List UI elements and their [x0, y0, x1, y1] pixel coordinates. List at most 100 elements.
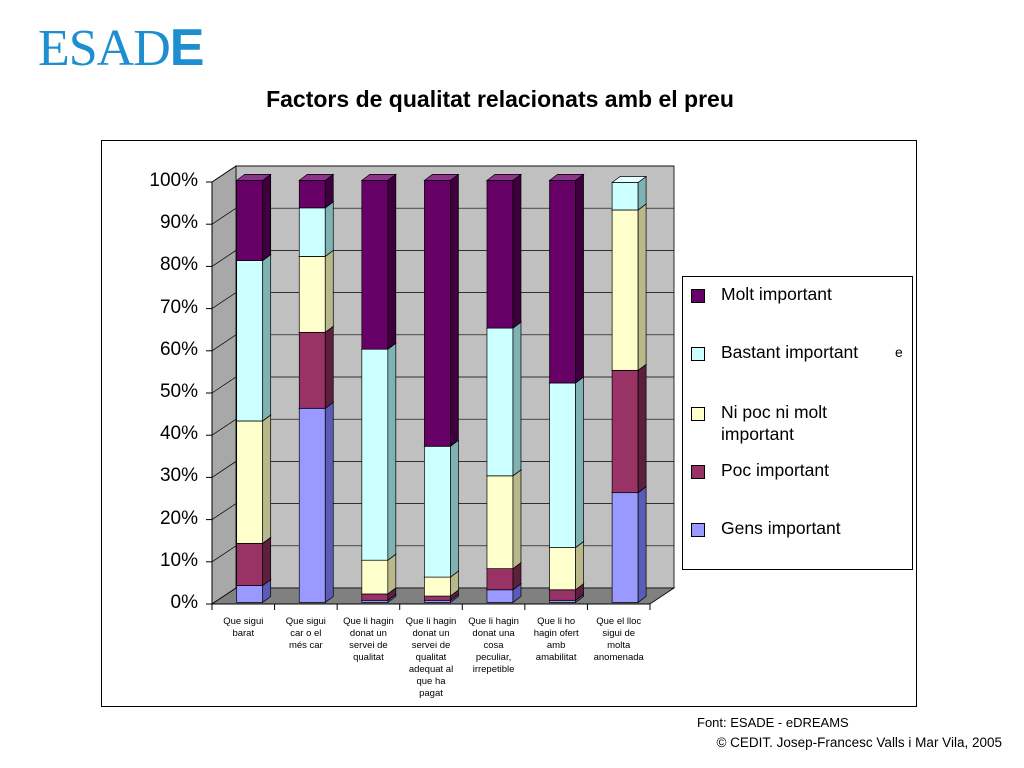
bar-segment	[486, 568, 514, 591]
x-tick-label-line: Que sigui	[223, 616, 264, 627]
bar-segment-side	[512, 173, 522, 329]
bar-segment-side	[262, 414, 272, 545]
gridline	[211, 292, 674, 309]
bar-segment-side	[637, 203, 647, 371]
copyright-note: © CEDIT. Josep-Francesc Valls i Mar Vila…	[716, 735, 1002, 750]
bar-segment	[236, 542, 264, 586]
legend-swatch	[691, 347, 705, 361]
bar-segment	[298, 331, 326, 409]
bar-segment	[486, 589, 514, 603]
x-tick-label: Que sigui car o el més car	[276, 616, 336, 652]
x-tick-label-line: donat un	[349, 628, 387, 639]
x-tick-label: Que li ho hagin ofert amb amabilitat	[526, 616, 586, 664]
bar-segment-side	[575, 540, 584, 591]
x-tick-label-line: cosa	[483, 640, 504, 651]
x-tick-label: Que li hagin donat un servei de qualitat ade…	[401, 616, 461, 700]
gridline	[211, 250, 674, 267]
x-tick-label-line: servei de	[411, 640, 451, 651]
bar-segment-side	[575, 376, 584, 549]
bar-segment	[611, 209, 639, 371]
gridline	[211, 503, 674, 520]
bar-segment-side	[324, 201, 334, 258]
bar-segment	[486, 180, 514, 329]
bar-segment	[424, 445, 451, 578]
bar-segment-top	[423, 174, 460, 181]
x-tick-label-line: Que li hagin	[468, 616, 519, 627]
bar-segment-side	[387, 553, 397, 595]
gridline	[211, 418, 674, 436]
x-tick-label-line: amb	[546, 640, 566, 651]
bar-segment-side	[324, 401, 334, 604]
bar-segment-top	[298, 174, 335, 181]
x-tick-label-line: sigui de	[602, 628, 636, 639]
x-tick-label-line: car o el	[290, 628, 322, 639]
bar-segment-side	[575, 173, 584, 384]
bar-segment	[611, 492, 639, 603]
chart-title: Factors de qualitat relacionats amb el p…	[266, 86, 734, 112]
bar-segment	[486, 327, 514, 477]
bar-segment-side	[324, 325, 334, 409]
gridline	[211, 334, 674, 352]
y-tick-label: 0%	[170, 592, 198, 613]
x-tick-label-line: anomenada	[593, 652, 644, 663]
bar-segment-side	[262, 536, 272, 587]
x-tick-label-line: irrepetible	[472, 664, 515, 675]
bar-segment	[549, 382, 576, 548]
source-note: Font: ESADE - eDREAMS	[697, 715, 849, 730]
bar-segment-side	[512, 469, 522, 570]
bar-segment-side	[637, 485, 647, 604]
gridline	[211, 545, 674, 563]
stray-glyph: e	[895, 344, 903, 360]
chart-legend: Molt important Bastant important Ni poc ni…	[682, 276, 913, 570]
bar-segment-side	[450, 173, 459, 447]
bar-segment-side	[387, 173, 397, 350]
x-tick-label-line: qualitat	[353, 652, 384, 663]
x-tick-label-line: adequat al	[408, 664, 454, 675]
y-tick-label: 40%	[159, 423, 198, 445]
gridline	[211, 165, 674, 183]
bar-segment	[361, 593, 389, 601]
bar-segment	[298, 180, 326, 209]
y-tick-label: 90%	[159, 212, 198, 234]
legend-label: Ni poc ni molt important	[721, 402, 828, 444]
bar-segment-side	[324, 249, 334, 334]
bar-segment-top	[360, 174, 397, 181]
legend-label: Poc important	[721, 460, 829, 480]
bar-segment	[361, 559, 389, 595]
bar-segment-side	[387, 342, 397, 561]
bar-segment-side	[262, 253, 272, 422]
bar-segment-side	[512, 321, 522, 477]
y-tick-label: 10%	[159, 549, 198, 571]
bar-segment	[236, 420, 264, 544]
x-tick-label: Que li hagin donat un servei de qualitat	[338, 616, 398, 664]
bar-segment	[236, 585, 264, 603]
gridline	[211, 207, 674, 225]
bar-segment	[549, 547, 576, 591]
legend-label: Molt important	[721, 284, 832, 304]
bar-segment-side	[637, 363, 647, 494]
x-tick-label-line: Que li hagin	[405, 616, 457, 627]
legend-label: Gens important	[721, 518, 841, 538]
x-tick-label-line: Que sigui	[285, 616, 326, 627]
x-tick-label-line: Que li hagin	[343, 616, 394, 627]
bar-segment	[361, 180, 389, 350]
bar-segment	[298, 256, 326, 333]
legend-swatch	[691, 465, 705, 479]
gridline	[211, 376, 674, 394]
legend-swatch	[691, 523, 705, 537]
bar-segment	[361, 348, 389, 561]
bar-segment	[298, 407, 326, 603]
bar-segment	[611, 369, 639, 494]
x-tick-label-line: servei de	[349, 640, 388, 651]
y-tick-label: 50%	[159, 381, 198, 402]
legend-label: Bastant important	[721, 342, 859, 362]
x-tick-label-line: peculiar,	[475, 652, 512, 663]
x-tick-label-line: qualitat	[415, 652, 447, 663]
gridline	[211, 461, 674, 478]
x-tick-label: Que el lloc sigui de molta anomenada	[589, 616, 649, 664]
y-tick-label: 70%	[159, 296, 198, 318]
bar-segment	[611, 182, 639, 211]
bar-segment-side	[450, 439, 459, 578]
bar-segment	[549, 589, 576, 601]
